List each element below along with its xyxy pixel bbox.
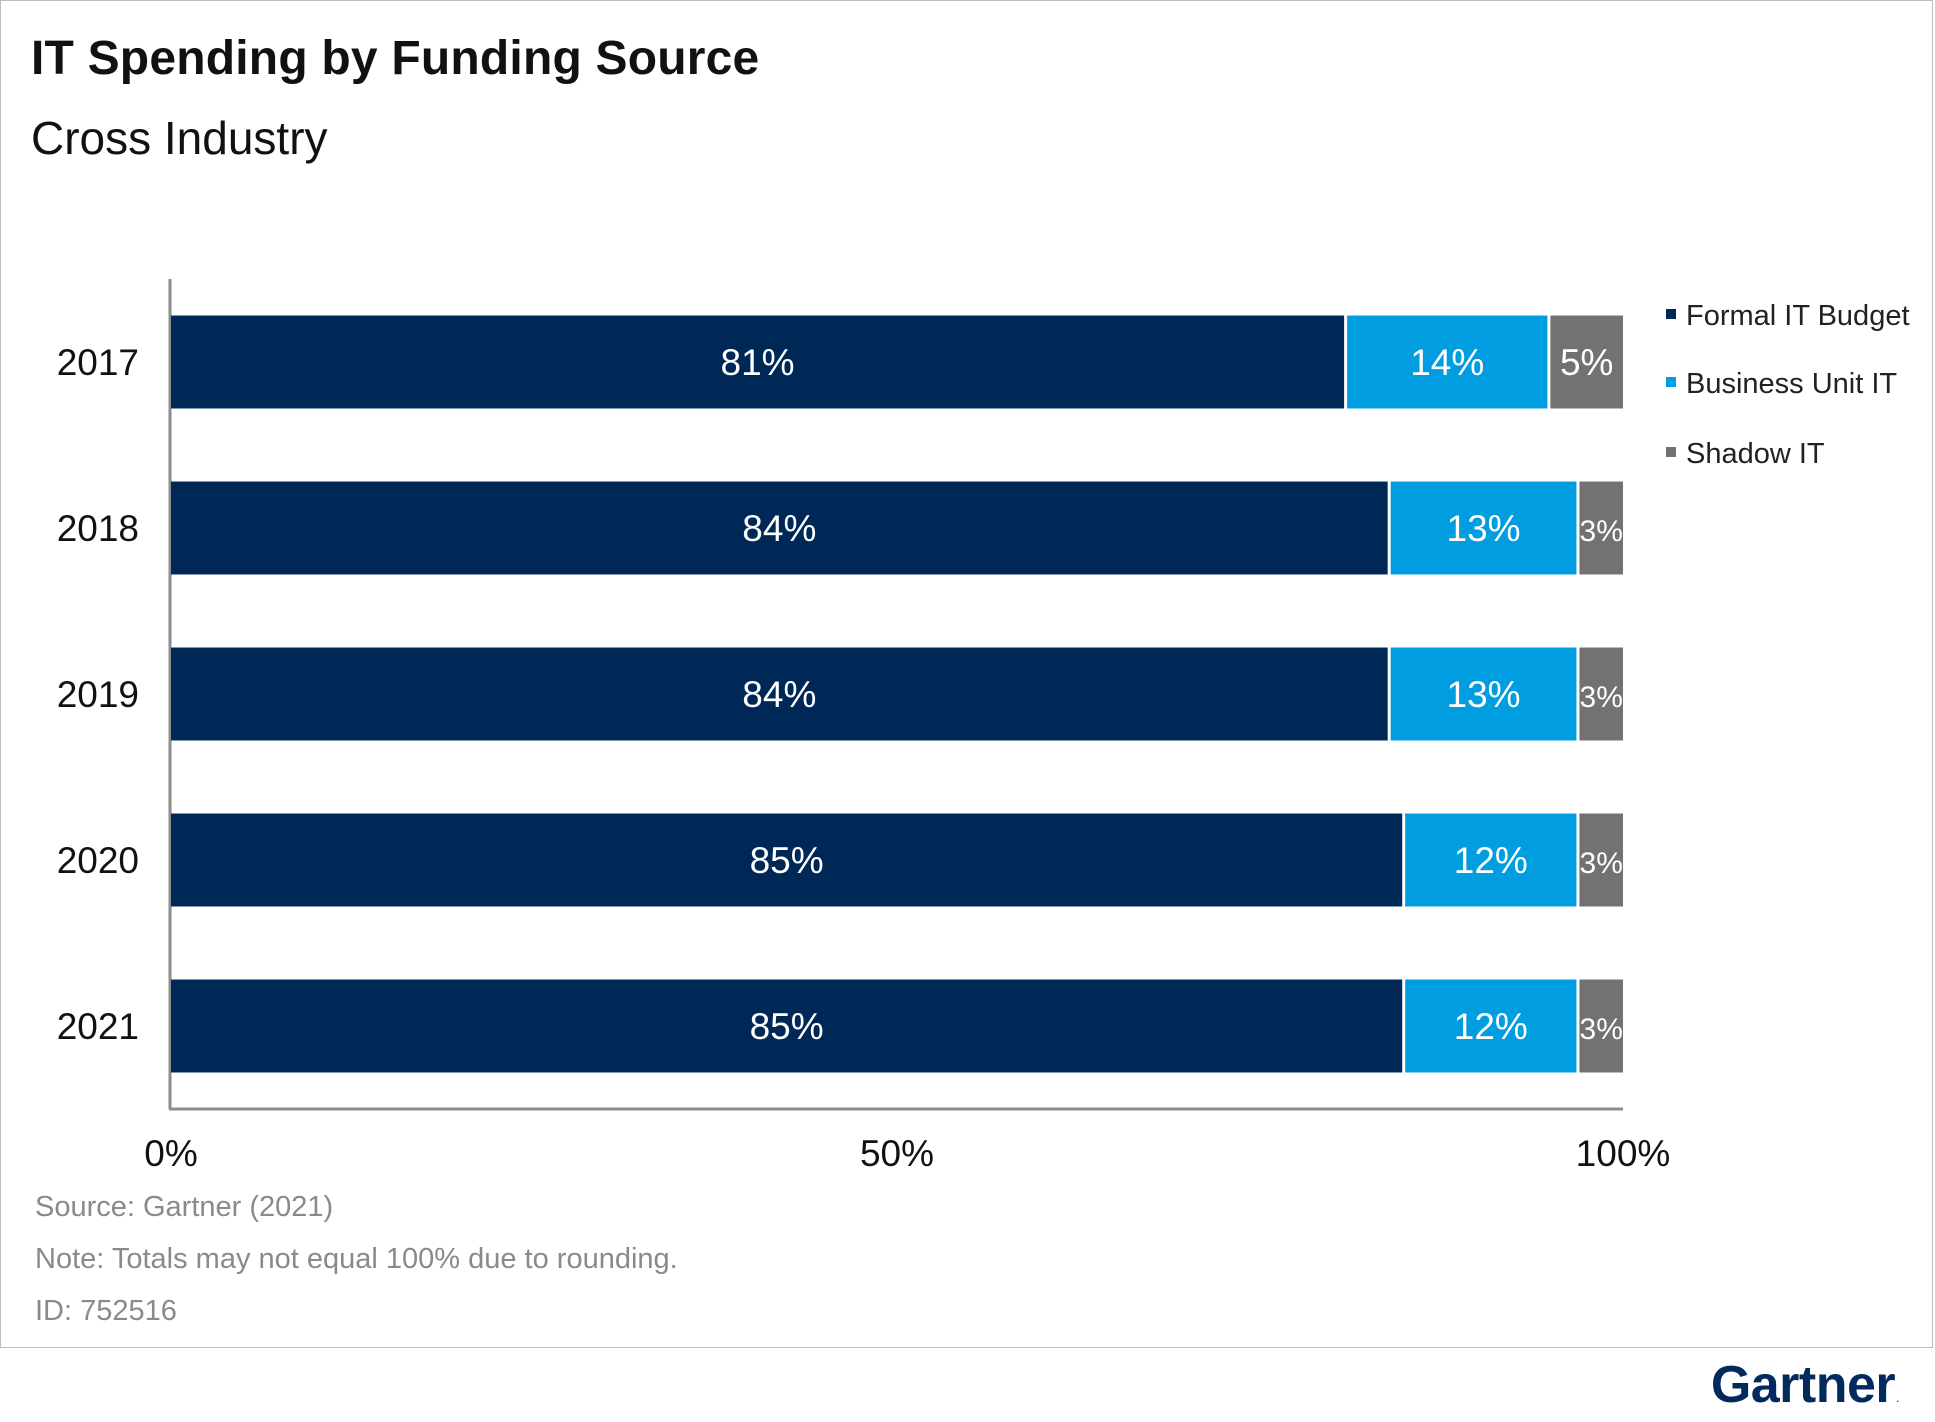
data-label: 84% (742, 508, 816, 549)
chart-id: ID: 752516 (35, 1295, 177, 1327)
data-label: 3% (1580, 515, 1623, 548)
y-tick-label: 2019 (57, 674, 139, 715)
bar-formal-it-budget (171, 647, 1388, 741)
legend-swatch-formal-it-budget (1666, 309, 1676, 319)
y-tick-label: 2021 (57, 1006, 139, 1047)
y-tick-label: 2018 (57, 508, 139, 549)
logo-mark: . (1896, 1391, 1899, 1405)
bar-formal-it-budget (171, 813, 1403, 907)
legend-label: Business Unit IT (1686, 368, 1897, 400)
chart-title: IT Spending by Funding Source (31, 32, 760, 85)
bar-business-unit-it (1405, 979, 1577, 1073)
x-tick-label: 50% (860, 1133, 934, 1174)
data-label: 85% (750, 840, 824, 881)
data-label: 3% (1580, 847, 1623, 880)
bar-business-unit-it (1390, 481, 1577, 575)
bar-business-unit-it (1405, 813, 1577, 907)
data-label: 3% (1580, 1013, 1623, 1046)
data-label: 13% (1447, 674, 1521, 715)
bar-shadow-it (1579, 481, 1623, 575)
data-label: 12% (1454, 840, 1528, 881)
logo-text: Gartner (1710, 1356, 1896, 1414)
bar-shadow-it (1579, 813, 1623, 907)
y-tick-label: 2020 (57, 840, 139, 881)
bar-formal-it-budget (171, 481, 1388, 575)
chart-frame: IT Spending by Funding Source Cross Indu… (0, 0, 1933, 1348)
data-label: 14% (1410, 342, 1484, 383)
stacked-bar-chart: 2017 81% 14% 5% 2018 84% 13% 3% 2019 84% 13% 3% 2020… (57, 279, 1910, 1174)
data-label: 85% (750, 1006, 824, 1047)
x-tick-label: 100% (1576, 1133, 1671, 1174)
data-label: 81% (721, 342, 795, 383)
legend-label: Formal IT Budget (1686, 300, 1910, 332)
data-label: 3% (1580, 681, 1623, 714)
data-label: 12% (1454, 1006, 1528, 1047)
legend-swatch-shadow-it (1666, 447, 1676, 457)
legend-swatch-business-unit-it (1666, 377, 1676, 387)
x-tick-label: 0% (144, 1133, 197, 1174)
data-label: 5% (1560, 342, 1613, 383)
data-label: 13% (1447, 508, 1521, 549)
legend-label: Shadow IT (1686, 438, 1825, 470)
bar-business-unit-it (1390, 647, 1577, 741)
gartner-logo: Gartner. (1710, 1355, 1900, 1415)
bar-shadow-it (1550, 315, 1623, 409)
chart-subtitle: Cross Industry (31, 112, 328, 164)
data-label: 84% (742, 674, 816, 715)
y-tick-label: 2017 (57, 342, 139, 383)
bar-formal-it-budget (171, 315, 1345, 409)
bar-shadow-it (1579, 979, 1623, 1073)
bar-shadow-it (1579, 647, 1623, 741)
bar-formal-it-budget (171, 979, 1403, 1073)
bar-business-unit-it (1347, 315, 1548, 409)
source-note: Source: Gartner (2021) (35, 1191, 334, 1223)
rounding-note: Note: Totals may not equal 100% due to r… (35, 1243, 678, 1275)
